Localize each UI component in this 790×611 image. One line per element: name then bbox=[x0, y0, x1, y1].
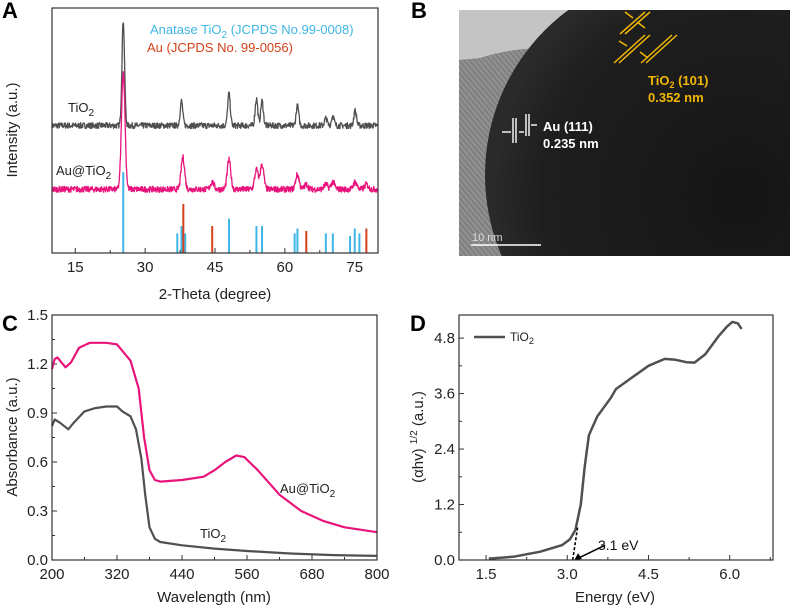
tauc-y-tick-label: 1.2 bbox=[434, 497, 455, 514]
tangent-dashed-line bbox=[571, 527, 579, 561]
tauc-x-axis-label: Energy (eV) bbox=[575, 589, 655, 606]
xrd-x-tick-label: 30 bbox=[137, 259, 154, 276]
label-au-tio2: Au@TiO2 bbox=[56, 163, 112, 182]
legend-au: Au (JCPDS No. 99-0056) bbox=[147, 40, 293, 55]
label-tio2-uv: TiO2 bbox=[200, 526, 226, 545]
tio2-d-spacing: 0.352 nm bbox=[648, 90, 704, 105]
tauc-y-axis-label: (αhv) 1/2 (a.u.) bbox=[409, 391, 427, 483]
tauc-series-tio2 bbox=[488, 320, 743, 560]
uv-y-axis-label: Absorbance (a.u.) bbox=[4, 377, 21, 496]
uv-x-tick-label: 680 bbox=[299, 566, 324, 583]
xrd-x-tick-label: 60 bbox=[277, 259, 294, 276]
panel-label-b: B bbox=[411, 0, 427, 23]
uv-y-tick-label: 0.6 bbox=[27, 454, 48, 471]
tem-image: TiO2 (101) 0.352 nm Au (111) 0.235 nm 10… bbox=[459, 10, 790, 256]
tauc-chart: 1.5 3.0 4.5 6.0 0.0 1.2 2.4 3.6 4.8 TiO2 Energy … bbox=[409, 314, 774, 606]
panel-label-d: D bbox=[410, 311, 426, 336]
uv-x-tick-label: 800 bbox=[364, 566, 389, 583]
xrd-series-au-tio2 bbox=[51, 71, 379, 193]
uv-x-tick-label: 440 bbox=[169, 566, 194, 583]
uv-vis-chart: 200 320 440 560 680 800 0.0 0.3 0.6 0.9 1.2 1.5 Au@… bbox=[4, 307, 390, 606]
tio2-plane-label: TiO2 (101) bbox=[648, 73, 708, 90]
tauc-x-tick-label: 6.0 bbox=[719, 566, 740, 583]
uv-x-axis-label: Wavelength (nm) bbox=[157, 589, 271, 606]
tauc-y-tick-label: 0.0 bbox=[434, 552, 455, 569]
xrd-y-axis-label: Intensity (a.u.) bbox=[4, 82, 21, 177]
legend-anatase: Anatase TiO2 (JCPDS No.99-0008) bbox=[150, 22, 354, 41]
label-au-tio2-uv: Au@TiO2 bbox=[280, 481, 336, 500]
label-tio2: TiO2 bbox=[68, 100, 94, 119]
bandgap-annotation: 3.1 eV bbox=[598, 537, 639, 553]
au-lattice-marks bbox=[502, 114, 537, 143]
xrd-x-tick-label: 75 bbox=[346, 259, 363, 276]
xrd-x-tick-label: 45 bbox=[207, 259, 224, 276]
uv-series-au-tio2 bbox=[50, 341, 378, 534]
tio2-lattice-marks bbox=[613, 11, 678, 64]
annotation-arrowhead-icon bbox=[574, 553, 582, 560]
panel-label-c: C bbox=[2, 311, 18, 336]
uv-plot-frame bbox=[51, 314, 378, 561]
uv-x-tick-label: 200 bbox=[39, 566, 64, 583]
xrd-chart: 15 30 45 60 75 Anatase TiO2 (JCPDS No.99-000… bbox=[4, 7, 379, 303]
au-d-spacing: 0.235 nm bbox=[543, 136, 599, 151]
tauc-x-tick-label: 4.5 bbox=[638, 566, 659, 583]
annotation-arrow bbox=[576, 544, 606, 560]
xrd-x-tick-label: 15 bbox=[67, 259, 84, 276]
uv-y-tick-label: 1.5 bbox=[27, 307, 48, 324]
uv-y-tick-label: 0.0 bbox=[27, 552, 48, 569]
legend-tio2: TiO2 bbox=[510, 330, 534, 346]
tauc-y-tick-label: 2.4 bbox=[434, 441, 455, 458]
tauc-y-tick-label: 3.6 bbox=[434, 386, 455, 403]
xrd-x-axis-label: 2-Theta (degree) bbox=[159, 286, 272, 303]
uv-y-tick-label: 0.3 bbox=[27, 503, 48, 520]
uv-y-tick-label: 1.2 bbox=[27, 356, 48, 373]
uv-x-tick-label: 560 bbox=[234, 566, 259, 583]
tio2-particle bbox=[485, 10, 790, 256]
uv-x-tick-label: 320 bbox=[104, 566, 129, 583]
xrd-plot-frame bbox=[51, 7, 379, 254]
uv-series-tio2 bbox=[50, 405, 378, 557]
tauc-plot-frame bbox=[458, 314, 774, 561]
tauc-y-tick-label: 4.8 bbox=[434, 330, 455, 347]
au-plane-label: Au (111) bbox=[543, 119, 593, 134]
uv-y-tick-label: 0.9 bbox=[27, 405, 48, 422]
tauc-x-tick-label: 1.5 bbox=[476, 566, 497, 583]
xrd-series-tio2 bbox=[51, 22, 379, 130]
tauc-x-tick-label: 3.0 bbox=[557, 566, 578, 583]
panel-label-a: A bbox=[2, 0, 18, 23]
scale-bar-label: 10 nm bbox=[472, 232, 503, 244]
